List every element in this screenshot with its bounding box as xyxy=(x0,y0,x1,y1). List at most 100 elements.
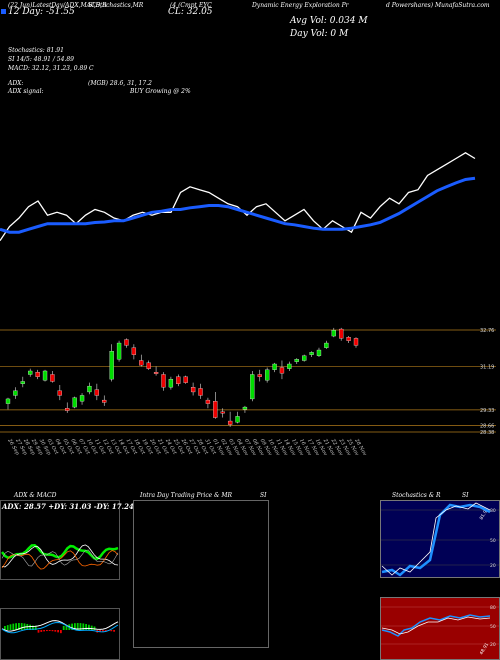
macd-histogram-bar xyxy=(90,625,93,630)
candle xyxy=(28,368,33,377)
macd-histogram-bar xyxy=(71,623,73,630)
macd-histogram-bar xyxy=(51,630,54,632)
candle-body xyxy=(124,339,129,346)
macd-histogram-bar xyxy=(65,625,68,630)
candle-body xyxy=(250,374,255,400)
candle xyxy=(183,375,188,384)
candle xyxy=(13,387,18,399)
macd-histogram-bar xyxy=(40,630,43,632)
candle-body xyxy=(235,416,240,423)
candle xyxy=(79,393,85,405)
header-title-col5: d Powershares) MunafaSutra.com xyxy=(386,2,490,9)
candle xyxy=(190,382,196,396)
candle-body xyxy=(35,372,40,377)
candle-body xyxy=(79,395,85,402)
macd-histogram-bar xyxy=(9,624,12,630)
stochastics-title: Stochastics & R xyxy=(392,492,441,499)
rsi-tick: 80 xyxy=(490,605,496,611)
adx-signal-label: ADX signal: xyxy=(8,88,44,95)
macd-histogram-bar xyxy=(48,630,51,632)
candle xyxy=(227,411,233,427)
candle xyxy=(198,383,203,399)
adx-extra-line xyxy=(1,549,119,567)
intraday-si: SI xyxy=(260,492,267,499)
candle xyxy=(205,397,211,409)
candle-body xyxy=(161,374,166,388)
macd-histogram-bar xyxy=(99,630,101,632)
header-title-col1: (22 Jun)LatestDay/ADX,MACD,R xyxy=(8,2,107,9)
candle-body xyxy=(87,385,92,393)
candle-body xyxy=(50,374,55,382)
candle-body xyxy=(339,328,344,339)
adx-panel-box xyxy=(0,500,120,580)
candle xyxy=(272,362,277,373)
adx-values: (MGB) 28.6, 31, 17.2 xyxy=(88,80,152,87)
macd-histogram-bar xyxy=(46,630,48,632)
candle-body xyxy=(302,355,307,361)
candle xyxy=(331,327,336,338)
candle-body xyxy=(294,359,299,362)
candle-body xyxy=(65,408,70,411)
candle-body xyxy=(102,399,107,403)
rsi-tick: 20 xyxy=(490,642,496,648)
stochastics-k-line xyxy=(381,503,491,577)
macd-line xyxy=(1,620,119,632)
candle xyxy=(287,361,292,371)
candle xyxy=(309,351,314,358)
candle-body xyxy=(146,362,151,369)
macd-histogram-bar xyxy=(32,625,34,630)
stochastics-readout: Stochastics: 81.91 xyxy=(8,47,64,54)
candle-body xyxy=(287,363,292,369)
candle-body xyxy=(28,370,33,375)
candle xyxy=(146,360,151,370)
candle-body xyxy=(153,372,159,374)
candle xyxy=(42,369,48,382)
candle xyxy=(176,374,181,387)
macd-histogram-bar xyxy=(74,623,76,630)
candle-body xyxy=(72,397,77,408)
macd-histogram-bar xyxy=(4,626,6,630)
adx-label: ADX: xyxy=(8,80,24,87)
candle xyxy=(5,397,11,410)
rsi-signal-line xyxy=(381,616,491,635)
macd-histogram-bar xyxy=(110,630,113,632)
macd-histogram-bar xyxy=(18,623,20,630)
macd-histogram-bar xyxy=(43,630,45,632)
stochastics-si: SI xyxy=(462,492,469,499)
candle xyxy=(131,344,137,360)
candle-body xyxy=(57,390,62,396)
candle xyxy=(139,354,144,367)
macd-histogram-bar xyxy=(82,623,85,630)
price-level-label: 28.66 xyxy=(480,423,494,429)
macd-histogram-bar xyxy=(76,623,79,630)
rsi-tick: 50 xyxy=(490,624,496,630)
rsi-current-label: 48.91 xyxy=(479,642,491,656)
candle xyxy=(264,367,270,383)
macd-histogram-bar xyxy=(79,623,82,630)
candle-body xyxy=(190,387,196,393)
buy-signal: BUY Growing @ 2% xyxy=(130,88,191,95)
price-level-label: 31.19 xyxy=(480,365,494,371)
candle-body xyxy=(94,389,100,396)
candle-body xyxy=(109,351,114,380)
moving-average-line xyxy=(0,176,476,234)
candle xyxy=(353,337,359,348)
legend-marker xyxy=(1,9,6,14)
candle xyxy=(109,344,114,382)
candle-body xyxy=(309,352,314,355)
candle xyxy=(87,382,92,395)
candle xyxy=(250,370,255,402)
candle xyxy=(235,411,240,424)
macd-histogram-bar xyxy=(12,623,15,630)
candle-body xyxy=(227,420,233,425)
stoch-tick: 50 xyxy=(490,538,496,544)
candle xyxy=(346,336,351,344)
candle-body xyxy=(198,388,203,396)
candle xyxy=(57,384,62,401)
adx-panel-title: ADX & MACD xyxy=(14,492,57,499)
header-close-price: CL: 32.05 xyxy=(168,7,213,17)
si-readout: SI 14/5: 48.91 / 54.89 xyxy=(8,56,74,63)
candle xyxy=(324,340,329,349)
stoch-tick: 80 xyxy=(490,508,496,514)
